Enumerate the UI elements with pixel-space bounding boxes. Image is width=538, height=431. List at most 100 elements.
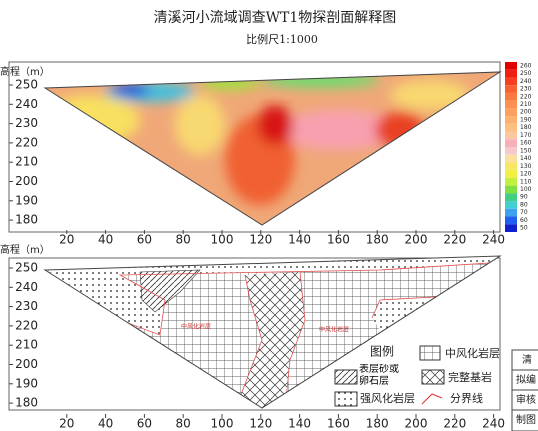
colorbar-label: 260	[520, 62, 532, 69]
legend-label: 强风化岩层	[360, 391, 415, 405]
y-tick-label: 220	[15, 135, 38, 149]
title-block-cell: 清	[522, 353, 532, 366]
x-tick-label: 180	[366, 417, 389, 431]
colorbar-label: 220	[520, 93, 532, 100]
x-tick-label: 140	[288, 233, 311, 247]
title-block-cell: 拟编	[516, 373, 536, 386]
title: 清溪河小流域调查WT1物探剖面解释图	[154, 10, 397, 26]
y-tick-label: 210	[15, 338, 38, 352]
section-outline	[43, 255, 502, 409]
colorbar-swatch	[505, 100, 517, 109]
colorbar-swatch	[505, 123, 517, 132]
legend-label: 分界线	[450, 391, 483, 405]
section-outline	[43, 71, 502, 226]
y-tick-label: 250	[15, 78, 38, 92]
x-tick-label: 40	[98, 233, 113, 247]
colorbar-swatch	[505, 62, 517, 70]
colorbar-label: 210	[520, 101, 532, 108]
title-block: 清 拟编 审核 制图	[511, 349, 538, 431]
y-tick-label: 220	[15, 318, 38, 332]
colorbar-swatch	[505, 139, 517, 147]
colorbar-swatch	[505, 116, 517, 124]
legend-title: 图例	[370, 345, 394, 359]
colorbar-label: 70	[520, 209, 528, 216]
colorbar-swatch	[505, 224, 517, 232]
colorbar-label: 150	[520, 147, 532, 154]
colorbar-label: 200	[520, 109, 532, 116]
x-tick-label: 220	[443, 417, 466, 431]
colorbar-label: 90	[520, 194, 528, 201]
colorbar-label: 50	[520, 225, 528, 232]
x-tick-label: 40	[98, 417, 113, 431]
x-tick-label: 60	[137, 233, 152, 247]
x-tick-label: 80	[176, 233, 191, 247]
colorbar-swatch	[505, 177, 517, 186]
y-tick-label: 250	[15, 261, 38, 275]
legend-label: 表层砂或卵石层	[359, 364, 399, 387]
annotation: 中风化岩层	[181, 323, 211, 331]
x-tick-label: 20	[59, 417, 74, 431]
colorbar-label: 130	[520, 163, 532, 170]
y-tick-label: 200	[15, 174, 38, 188]
y-tick-label: 190	[15, 376, 38, 390]
colorbar-swatch	[505, 170, 517, 178]
interpretation-section	[45, 256, 500, 408]
colorbar-swatch	[505, 162, 517, 171]
legend-label: 中风化岩层	[445, 346, 500, 360]
colorbar-label: 180	[520, 124, 532, 131]
colorbar-label: 160	[520, 140, 532, 147]
title-block-cell: 制图	[516, 413, 536, 426]
frame	[8, 257, 501, 411]
subtitle: 比例尺1:1000	[246, 32, 318, 46]
y-tick-label: 230	[15, 299, 38, 313]
x-tick-label: 220	[443, 233, 466, 247]
colorbar-swatch	[505, 85, 517, 93]
y-tick-label: 240	[15, 97, 38, 111]
x-tick-label: 240	[482, 233, 505, 247]
colorbar-swatch	[505, 154, 517, 163]
colorbar-label: 80	[520, 201, 528, 208]
x-tick-label: 100	[211, 417, 234, 431]
frame	[8, 61, 501, 233]
y-tick-label: 230	[15, 116, 38, 130]
x-tick-label: 20	[59, 233, 74, 247]
x-tick-label: 100	[211, 233, 234, 247]
y-tick-label: 200	[15, 357, 38, 371]
legend-label: 完整基岩	[448, 370, 492, 384]
colorbar-swatch	[505, 108, 517, 117]
colorbar-swatch	[505, 69, 517, 78]
annotation: 中风化岩层	[319, 326, 349, 334]
colorbar-label: 100	[520, 186, 532, 193]
x-tick-label: 200	[405, 417, 428, 431]
y-tick-label: 240	[15, 280, 38, 294]
colorbar-swatch	[505, 147, 517, 155]
colorbar-swatch	[505, 193, 517, 202]
colorbar-swatch	[505, 185, 517, 194]
colorbar-label: 120	[520, 171, 532, 178]
x-tick-label: 120	[249, 233, 272, 247]
legend: 图例 中风化岩层 表层砂或卵石层 完整基岩 强风化岩层 分界线	[334, 345, 500, 407]
colorbar-swatch	[505, 92, 517, 101]
colorbar-label: 190	[520, 116, 532, 123]
y-tick-label: 180	[15, 396, 38, 410]
colorbar-label: 240	[520, 78, 532, 85]
y-tick-label: 210	[15, 155, 38, 169]
colorbar-swatch	[505, 208, 517, 217]
colorbar-swatch	[505, 77, 517, 86]
x-tick-label: 160	[327, 233, 350, 247]
colorbar-label: 140	[520, 155, 532, 162]
colorbar-swatch	[505, 216, 517, 225]
colorbar-swatch	[505, 131, 517, 140]
y-label: 高程（m）	[0, 243, 50, 256]
colorbar-swatch	[505, 201, 517, 209]
y-tick-label: 190	[15, 193, 38, 207]
x-tick-label: 60	[137, 417, 152, 431]
colorbar-label: 170	[520, 132, 532, 139]
title-block-cell: 审核	[516, 393, 536, 406]
x-tick-label: 80	[176, 417, 191, 431]
colorbar-label: 230	[520, 86, 532, 93]
x-tick-label: 240	[482, 417, 505, 431]
x-tick-label: 160	[327, 417, 350, 431]
x-tick-label: 200	[405, 233, 428, 247]
